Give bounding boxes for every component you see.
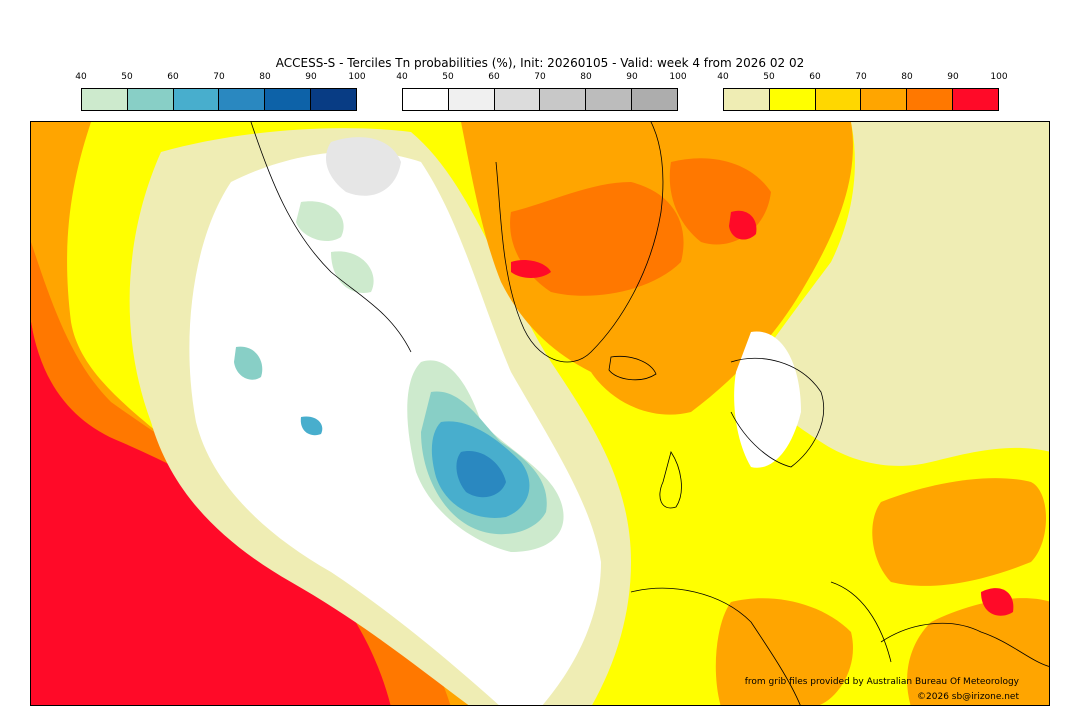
legend-swatch bbox=[861, 89, 908, 110]
canada-coast bbox=[250, 122, 412, 353]
mediterranean-orange bbox=[715, 598, 853, 705]
balkan-coast bbox=[880, 622, 1049, 667]
west-red-edge bbox=[31, 322, 36, 412]
legend-tick-label: 100 bbox=[990, 72, 1008, 82]
legend-swatch bbox=[724, 89, 770, 110]
greenland-coast bbox=[495, 122, 664, 363]
legend-tick-label: 60 bbox=[809, 72, 821, 82]
legend-tick-label: 70 bbox=[534, 72, 546, 82]
white-normal-region bbox=[189, 151, 601, 705]
legend-swatch bbox=[769, 89, 816, 110]
below-normal-legend: 40 50 60 70 80 90 100 bbox=[75, 72, 366, 114]
coastlines bbox=[250, 122, 1049, 705]
legend-tick-label: 70 bbox=[213, 72, 225, 82]
legend-tick-label: 60 bbox=[167, 72, 179, 82]
legend-tick-label: 50 bbox=[442, 72, 454, 82]
southeast-orange-region bbox=[907, 598, 1049, 705]
legend-swatch bbox=[953, 89, 998, 110]
legend-ticks: 40 50 60 70 80 90 100 bbox=[717, 72, 1007, 86]
legend-swatch bbox=[586, 89, 633, 110]
southeast-red-spot bbox=[981, 588, 1014, 616]
legend-tick-label: 70 bbox=[855, 72, 867, 82]
legend-tick-label: 90 bbox=[947, 72, 959, 82]
probability-map[interactable]: from grib files provided by Australian B… bbox=[30, 121, 1050, 706]
arctic-red-spot bbox=[729, 210, 757, 240]
greenland-dark-orange bbox=[510, 182, 684, 296]
legend-swatch bbox=[127, 89, 174, 110]
legend-swatch bbox=[173, 89, 220, 110]
east-orange-region bbox=[872, 478, 1046, 586]
legend-tick-label: 60 bbox=[488, 72, 500, 82]
italy-coast bbox=[830, 581, 892, 663]
legend-tick-label: 80 bbox=[580, 72, 592, 82]
legend-swatch bbox=[494, 89, 541, 110]
green-patch bbox=[296, 201, 344, 242]
legend-tick-label: 90 bbox=[305, 72, 317, 82]
map-title: ACCESS-S - Terciles Tn probabilities (%)… bbox=[275, 56, 805, 70]
legend-tick-label: 80 bbox=[259, 72, 271, 82]
legend-ticks: 40 50 60 70 80 90 100 bbox=[396, 72, 686, 86]
credit-line: from grib files provided by Australian B… bbox=[744, 677, 1019, 687]
teal-patch bbox=[234, 346, 263, 380]
grey-patch bbox=[326, 137, 401, 196]
britain-coast bbox=[659, 451, 682, 509]
legend-tick-label: 100 bbox=[669, 72, 687, 82]
map-canvas bbox=[31, 122, 1049, 705]
legend-ticks: 40 50 60 70 80 90 100 bbox=[75, 72, 365, 86]
legend-tick-label: 40 bbox=[717, 72, 729, 82]
greenland-red-spot bbox=[511, 260, 551, 278]
legend-swatch bbox=[815, 89, 862, 110]
legend-tick-label: 50 bbox=[121, 72, 133, 82]
legend-swatch bbox=[540, 89, 587, 110]
legend-color-bar bbox=[723, 88, 999, 111]
green-patch bbox=[331, 251, 374, 293]
legend-color-bar bbox=[81, 88, 357, 111]
legend-swatch bbox=[311, 89, 356, 110]
legend-color-bar bbox=[402, 88, 678, 111]
legend-swatch bbox=[632, 89, 677, 110]
scandinavia-coast bbox=[730, 357, 825, 468]
normal-legend: 40 50 60 70 80 90 100 bbox=[396, 72, 687, 114]
dark-blue-anomaly bbox=[456, 451, 506, 498]
legend-tick-label: 40 bbox=[396, 72, 408, 82]
legend-swatch bbox=[403, 89, 449, 110]
copyright: ©2026 sb@irizone.net bbox=[917, 692, 1019, 702]
scandinavia-white bbox=[734, 331, 801, 468]
legend-tick-label: 90 bbox=[626, 72, 638, 82]
iceland-coast bbox=[608, 355, 657, 381]
blue-patch bbox=[300, 416, 323, 436]
legend-swatch bbox=[448, 89, 495, 110]
legend-swatch bbox=[219, 89, 266, 110]
legend-tick-label: 100 bbox=[348, 72, 366, 82]
legend-tick-label: 80 bbox=[901, 72, 913, 82]
legend-tick-label: 40 bbox=[75, 72, 87, 82]
legend-swatch bbox=[265, 89, 312, 110]
northeast-tan-region bbox=[751, 122, 1049, 466]
iberia-europe-coast bbox=[630, 587, 801, 705]
legend-swatch bbox=[82, 89, 128, 110]
legend-tick-label: 50 bbox=[763, 72, 775, 82]
above-normal-legend: 40 50 60 70 80 90 100 bbox=[717, 72, 1008, 114]
legend-swatch bbox=[907, 89, 954, 110]
